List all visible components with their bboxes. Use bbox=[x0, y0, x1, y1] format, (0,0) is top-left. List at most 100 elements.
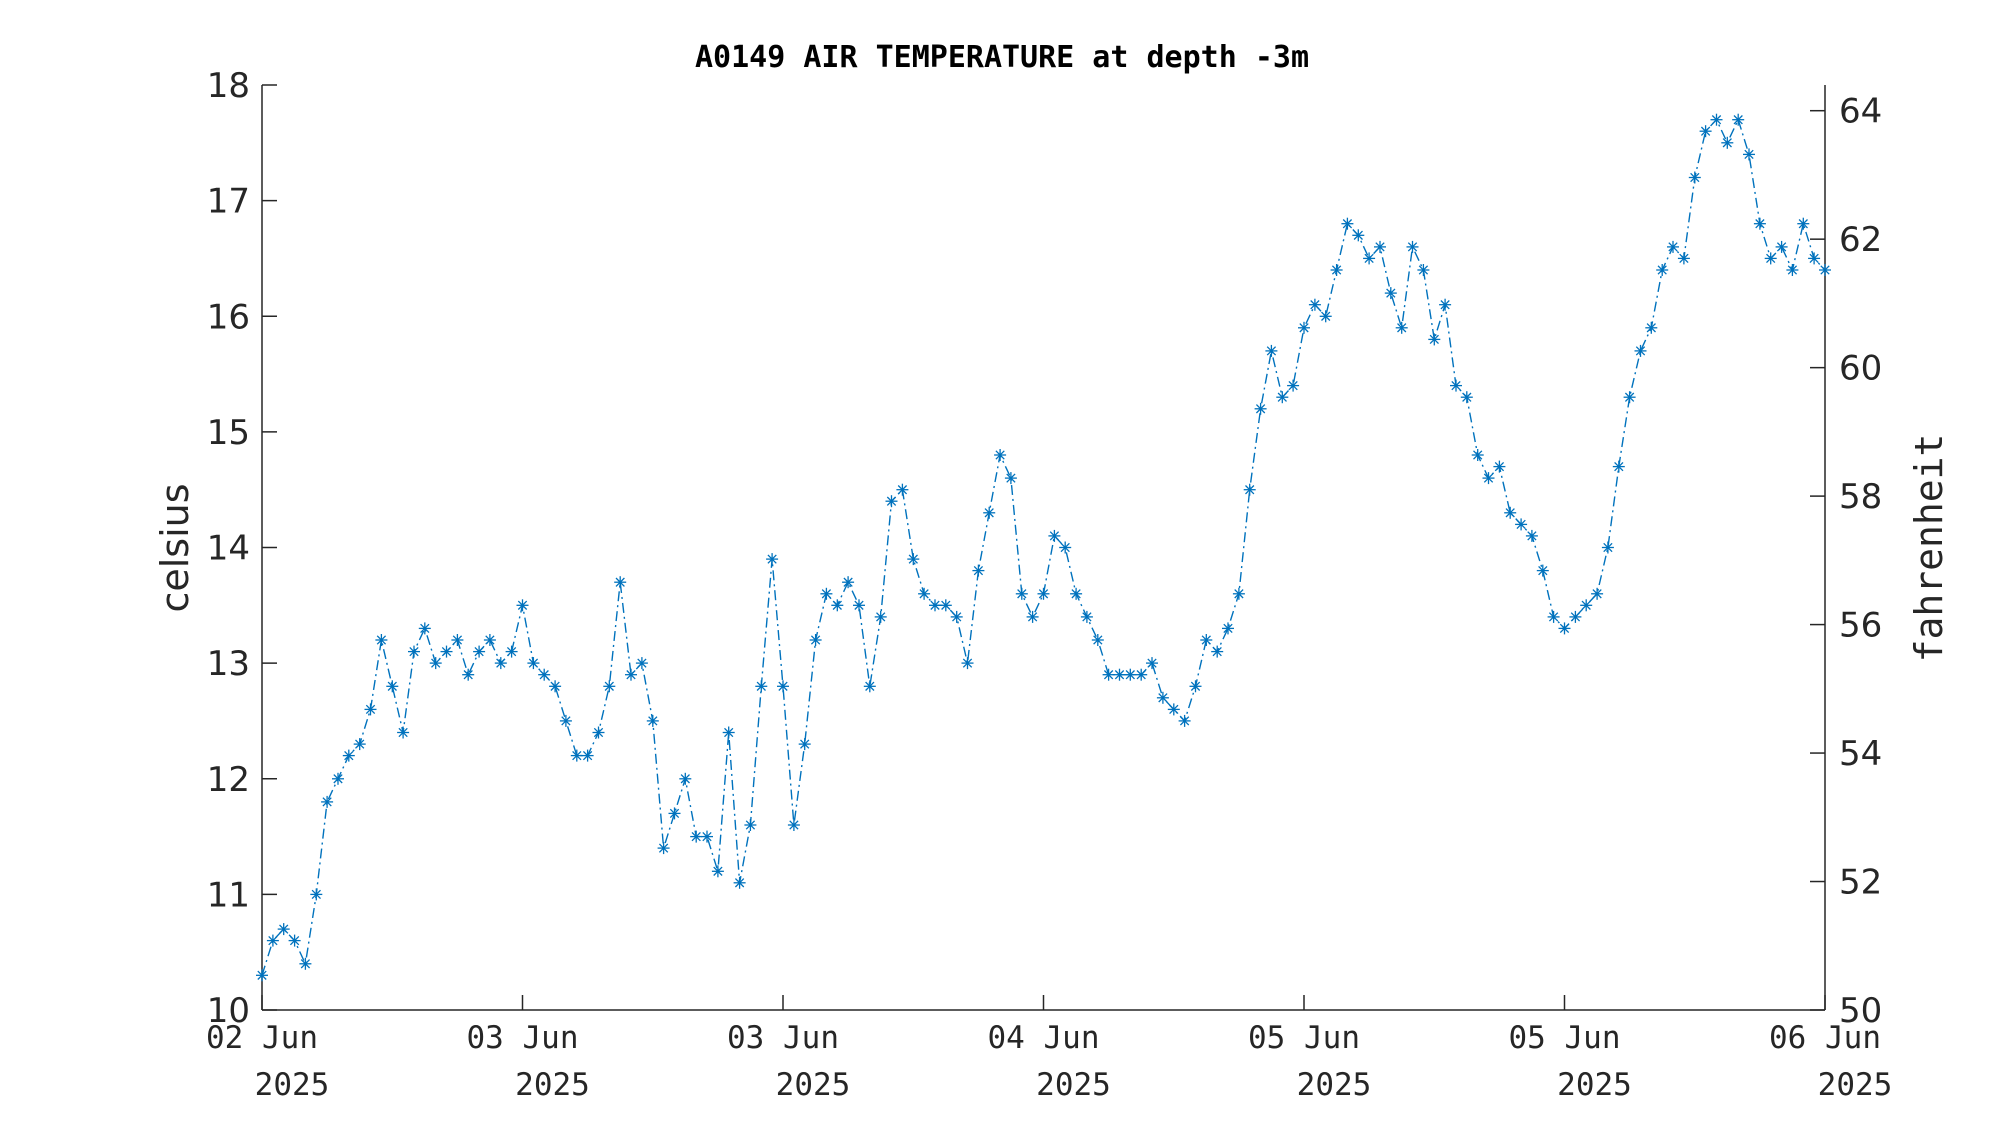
y-tick-label-left: 11 bbox=[207, 875, 250, 915]
data-point bbox=[1428, 333, 1441, 346]
data-point bbox=[592, 726, 605, 739]
data-point bbox=[516, 599, 529, 612]
data-point bbox=[1200, 634, 1213, 646]
data-point bbox=[690, 830, 703, 843]
data-point bbox=[722, 726, 735, 739]
series-layer bbox=[256, 113, 1831, 982]
data-point bbox=[429, 657, 442, 670]
x-tick-label-date: 03 Jun bbox=[727, 1020, 839, 1056]
data-point bbox=[863, 680, 876, 693]
y-tick-label-right: 60 bbox=[1839, 349, 1882, 389]
data-point bbox=[972, 564, 985, 577]
x-tick-label-date: 05 Jun bbox=[1509, 1020, 1621, 1056]
data-point bbox=[1569, 610, 1582, 623]
x-tick-label-year: 2025 bbox=[1036, 1067, 1111, 1103]
data-point bbox=[939, 599, 952, 612]
data-point bbox=[418, 622, 431, 635]
data-point bbox=[907, 553, 920, 566]
data-point bbox=[1591, 587, 1604, 600]
data-point bbox=[842, 576, 855, 589]
data-point bbox=[603, 680, 616, 693]
y-tick-label-left: 13 bbox=[207, 644, 250, 684]
data-point bbox=[299, 957, 312, 970]
data-point bbox=[1482, 472, 1495, 485]
x-tick-label-year: 2025 bbox=[1297, 1067, 1372, 1103]
data-point bbox=[918, 587, 931, 600]
data-point bbox=[1102, 668, 1115, 681]
data-point bbox=[635, 657, 648, 670]
data-point bbox=[549, 680, 562, 693]
data-point bbox=[1070, 587, 1083, 600]
data-point bbox=[408, 645, 420, 658]
data-point bbox=[342, 749, 355, 762]
plot-axes: 10 11 12 13 14 15 16 17 18 50 52 54 56 58 60 62 64 02 Jun… bbox=[206, 66, 1892, 1103]
y-axis-label-right: fahrenheit bbox=[1907, 434, 1951, 663]
data-point bbox=[1547, 610, 1560, 623]
x-tick-label-year: 2025 bbox=[255, 1067, 330, 1103]
data-point bbox=[1178, 714, 1191, 727]
data-point bbox=[1623, 391, 1636, 404]
data-point bbox=[1558, 622, 1571, 635]
y-tick-label-right: 62 bbox=[1839, 220, 1882, 260]
y-tick-label-right: 56 bbox=[1839, 606, 1882, 646]
y-axis-label-left: celsius bbox=[153, 483, 197, 612]
data-point bbox=[277, 923, 290, 936]
data-point bbox=[527, 657, 540, 670]
data-point bbox=[1004, 472, 1017, 485]
data-point bbox=[885, 495, 898, 508]
data-point bbox=[440, 645, 453, 658]
data-point bbox=[1308, 298, 1321, 311]
data-point bbox=[538, 668, 551, 681]
y-tick-label-left: 18 bbox=[207, 66, 250, 106]
data-point bbox=[787, 819, 800, 831]
x-tick-label-year: 2025 bbox=[776, 1067, 851, 1103]
data-point bbox=[1612, 460, 1625, 473]
data-point bbox=[1699, 125, 1712, 138]
data-point bbox=[1211, 645, 1224, 658]
data-point bbox=[755, 680, 768, 693]
data-point bbox=[1330, 264, 1343, 276]
y-tick-label-right: 58 bbox=[1839, 477, 1882, 517]
data-point bbox=[494, 657, 507, 670]
x-tick-label-year: 2025 bbox=[515, 1067, 590, 1103]
data-point bbox=[983, 506, 996, 519]
data-point bbox=[1243, 483, 1256, 496]
data-point bbox=[1786, 264, 1799, 276]
data-point bbox=[1080, 610, 1093, 623]
data-point bbox=[657, 842, 670, 855]
data-point bbox=[1156, 691, 1169, 704]
data-point bbox=[1417, 264, 1430, 276]
data-point bbox=[1232, 587, 1245, 600]
data-point bbox=[397, 726, 410, 739]
data-point bbox=[1363, 252, 1376, 265]
data-point bbox=[1688, 171, 1701, 184]
data-point bbox=[364, 703, 377, 716]
data-point bbox=[1471, 449, 1484, 461]
data-point bbox=[1819, 264, 1831, 276]
data-point bbox=[570, 749, 583, 762]
data-point bbox=[1601, 541, 1614, 554]
data-point bbox=[809, 634, 822, 646]
data-point bbox=[614, 576, 627, 589]
data-point bbox=[929, 599, 941, 612]
data-point bbox=[766, 553, 779, 566]
data-point bbox=[1732, 113, 1745, 126]
data-point bbox=[559, 714, 572, 727]
data-point bbox=[1276, 391, 1289, 404]
data-point bbox=[1775, 240, 1788, 253]
x-tick-label-year: 2025 bbox=[1557, 1067, 1632, 1103]
data-point bbox=[711, 865, 724, 878]
data-point bbox=[733, 876, 746, 889]
data-point bbox=[1091, 634, 1104, 646]
data-point bbox=[1374, 240, 1386, 253]
data-point bbox=[1254, 402, 1267, 415]
y-tick-label-right: 64 bbox=[1839, 92, 1882, 132]
data-point bbox=[679, 772, 692, 785]
data-point bbox=[321, 795, 334, 808]
data-point bbox=[1460, 391, 1473, 404]
y-tick-label-left: 12 bbox=[207, 760, 250, 800]
y-tick-label-left: 14 bbox=[207, 529, 250, 569]
data-point bbox=[256, 969, 268, 982]
data-point bbox=[1634, 344, 1647, 357]
